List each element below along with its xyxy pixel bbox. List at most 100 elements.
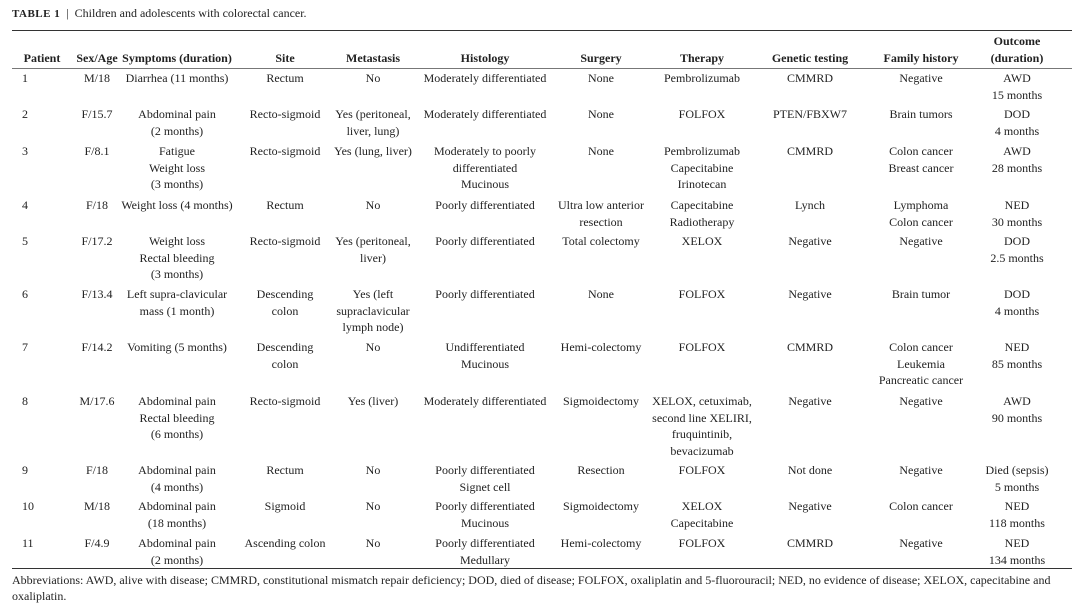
cell-text: AWD bbox=[1003, 144, 1031, 158]
cell-text: resection bbox=[579, 214, 623, 229]
cell-text: NED bbox=[1004, 340, 1030, 354]
cell-text: F/8.1 bbox=[84, 144, 110, 158]
cell-text: Fatigue bbox=[159, 144, 195, 158]
cell-text: Recto-sigmoid bbox=[249, 107, 321, 121]
cell-text: (2 months) bbox=[150, 123, 204, 138]
cell-text: Yes (peritoneal, bbox=[335, 107, 411, 121]
cell-text: CMMRD bbox=[786, 340, 834, 354]
cell-text: Poorly differentiated bbox=[435, 536, 535, 550]
header-text: Symptoms (duration) bbox=[122, 51, 232, 65]
cell-text: No bbox=[365, 340, 381, 354]
cell-text: 28 months bbox=[991, 160, 1043, 175]
cell-text: 3 bbox=[22, 144, 28, 158]
cell-text: (3 months) bbox=[150, 267, 204, 282]
cell-text: 6 bbox=[22, 287, 28, 301]
cell-text: 5 bbox=[22, 234, 28, 248]
cell-text: 11 bbox=[22, 536, 34, 550]
cell-text: (6 months) bbox=[150, 427, 204, 442]
caption-text: Children and adolescents with colorectal… bbox=[74, 6, 307, 20]
cell-text: 90 months bbox=[991, 410, 1043, 425]
header-text: Patient bbox=[23, 51, 61, 65]
cell-text: Moderately differentiated bbox=[423, 394, 547, 408]
cell-text: Abdominal pain bbox=[138, 463, 216, 477]
cell-text: Negative bbox=[899, 463, 943, 477]
cell-text: (4 months) bbox=[150, 479, 204, 494]
cell-text: XELOX bbox=[681, 234, 723, 248]
header-rule bbox=[12, 68, 1072, 69]
cell-text: Pembrolizumab bbox=[664, 144, 740, 158]
cell-text: DOD bbox=[1004, 234, 1030, 248]
cell-text: supraclavicular bbox=[336, 303, 410, 318]
cell-text: colon bbox=[271, 303, 299, 318]
cell-text: AWD bbox=[1003, 71, 1031, 85]
cell-text: Total colectomy bbox=[562, 234, 640, 248]
cell-text: NED bbox=[1004, 198, 1030, 212]
cell-text: Weight loss bbox=[148, 160, 206, 175]
cell-text: differentiated bbox=[452, 160, 518, 175]
cell-text: F/14.2 bbox=[81, 340, 113, 354]
cell-text: F/18 bbox=[85, 463, 109, 477]
cell-text: Moderately differentiated bbox=[423, 71, 547, 85]
cell-text: Diarrhea (11 months) bbox=[125, 71, 229, 85]
cell-text: None bbox=[588, 107, 614, 121]
cell-text: Yes (lung, liver) bbox=[334, 144, 412, 158]
cell-text: 2.5 months bbox=[990, 250, 1044, 265]
cell-text: liver, lung) bbox=[346, 123, 400, 138]
cell-text: Poorly differentiated bbox=[435, 234, 535, 248]
cell-text: Sigmoidectomy bbox=[563, 499, 639, 513]
cell-text: Breast cancer bbox=[888, 160, 954, 175]
cell-text: colon bbox=[271, 356, 299, 371]
cell-text: Lymphoma bbox=[893, 198, 949, 212]
cell-text: Mucinous bbox=[461, 177, 509, 192]
cell-text: Recto-sigmoid bbox=[249, 394, 321, 408]
cell-text: M/18 bbox=[83, 71, 111, 85]
cell-text: 7 bbox=[22, 340, 28, 354]
cell-text: No bbox=[365, 71, 381, 85]
cell-text: 1 bbox=[22, 71, 28, 85]
cell-text: F/13.4 bbox=[81, 287, 113, 301]
cell-text: Colon cancer bbox=[889, 144, 953, 158]
cell-text: DOD bbox=[1004, 107, 1030, 121]
cell-text: Resection bbox=[577, 463, 625, 477]
cell-text: Undifferentiated bbox=[445, 340, 525, 354]
cell-text: No bbox=[365, 536, 381, 550]
cell-text: 15 months bbox=[991, 87, 1043, 102]
header-text: Family history bbox=[883, 51, 959, 65]
cell-text: Signet cell bbox=[459, 479, 511, 494]
cell-text: Medullary bbox=[460, 552, 510, 567]
cell-text: Abdominal pain bbox=[138, 499, 216, 513]
cell-text: XELOX bbox=[681, 499, 723, 513]
cell-text: Poorly differentiated bbox=[435, 198, 535, 212]
cell-text: None bbox=[588, 287, 614, 301]
cell-text: Descending bbox=[256, 340, 314, 354]
cell-text: Poorly differentiated bbox=[435, 287, 535, 301]
cell-text: NED bbox=[1004, 536, 1030, 550]
cell-text: Weight loss bbox=[148, 234, 206, 248]
header-text: Surgery bbox=[580, 51, 622, 65]
cell-text: Sigmoidectomy bbox=[563, 394, 639, 408]
cell-text: Moderately to poorly bbox=[434, 144, 536, 158]
cell-text: Ascending colon bbox=[244, 536, 326, 550]
cell-text: 85 months bbox=[991, 356, 1043, 371]
cell-text: Pembrolizumab bbox=[664, 71, 740, 85]
cell-text: M/18 bbox=[83, 499, 111, 513]
cell-text: liver) bbox=[360, 250, 386, 265]
cell-text: Rectal bleeding bbox=[139, 410, 215, 425]
cell-text: fruquintinib, bbox=[671, 427, 733, 442]
cell-text: No bbox=[365, 198, 381, 212]
cell-text: Colon cancer bbox=[889, 499, 953, 513]
cell-text: Abdominal pain bbox=[138, 394, 216, 408]
bottom-rule bbox=[12, 568, 1072, 569]
cell-text: No bbox=[365, 499, 381, 513]
cell-text: 4 bbox=[22, 198, 28, 212]
cell-text: 4 months bbox=[994, 303, 1040, 318]
header-text: Genetic testing bbox=[771, 51, 849, 65]
cell-text: FOLFOX bbox=[678, 536, 726, 550]
cell-text: F/4.9 bbox=[84, 536, 110, 550]
cell-text: Negative bbox=[899, 536, 943, 550]
cell-text: None bbox=[588, 144, 614, 158]
cell-text: 134 months bbox=[988, 552, 1046, 567]
cell-text: None bbox=[588, 71, 614, 85]
cell-text: Moderately differentiated bbox=[423, 107, 547, 121]
